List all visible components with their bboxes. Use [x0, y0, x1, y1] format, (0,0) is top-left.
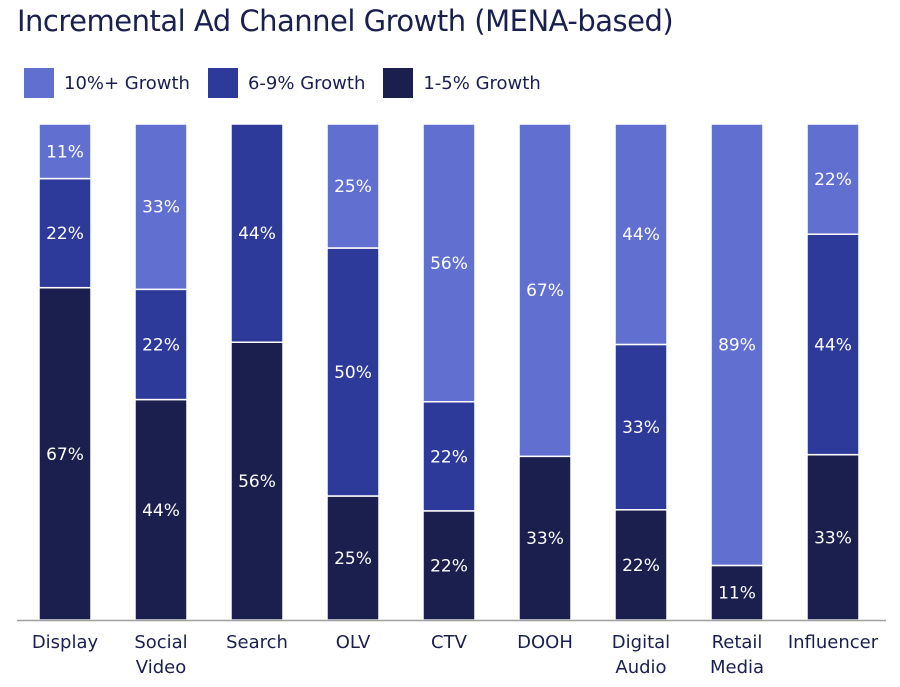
bar-segment [326, 247, 380, 497]
data-label: 33% [622, 418, 660, 438]
chart-title: Incremental Ad Channel Growth (MENA-base… [17, 4, 674, 38]
legend-item-10plus: 10%+ Growth [24, 68, 190, 98]
bar-segment [134, 123, 188, 291]
x-tick-label: Retail [712, 632, 763, 653]
bar-segment [806, 123, 860, 235]
bar-segment [326, 123, 380, 249]
x-tick-label: Media [710, 657, 764, 678]
bar-segment [614, 509, 668, 621]
data-label: 33% [814, 528, 852, 548]
bar-segment [614, 343, 668, 511]
legend-label: 6-9% Growth [247, 72, 366, 94]
data-label: 22% [814, 170, 852, 190]
legend-swatch-10plus [24, 68, 54, 98]
bar-segment [806, 233, 860, 456]
data-label: 89% [718, 336, 756, 356]
bar-segment [38, 177, 92, 289]
bar-segment [134, 398, 188, 621]
bar-segment [134, 288, 188, 401]
data-label: 44% [622, 225, 660, 245]
legend: 10%+ Growth 6-9% Growth 1-5% Growth [24, 68, 559, 98]
bar-segment [710, 123, 764, 567]
data-label: 56% [430, 254, 468, 274]
x-tick-label: Search [226, 632, 288, 653]
bar-segment [806, 453, 860, 621]
x-tick-label: Digital [612, 632, 670, 653]
data-label: 11% [718, 584, 756, 604]
data-label: 44% [238, 224, 276, 244]
data-label: 22% [430, 556, 468, 576]
x-tick-label: Video [136, 657, 186, 678]
data-label: 22% [430, 447, 468, 467]
data-label: 67% [526, 281, 564, 301]
legend-item-6-9: 6-9% Growth [207, 68, 366, 98]
data-label: 22% [46, 224, 84, 244]
legend-swatch-6-9 [207, 68, 238, 98]
data-label: 22% [142, 335, 180, 355]
x-tick-label: CTV [431, 632, 468, 653]
bar-segment [230, 123, 284, 343]
bar-segment [422, 401, 476, 512]
bar-segment [38, 123, 92, 180]
bar-segment [518, 455, 572, 621]
data-label: 11% [46, 142, 84, 162]
legend-label: 10%+ Growth [64, 72, 190, 94]
bar-segment [422, 510, 476, 621]
data-label: 33% [526, 529, 564, 549]
bar-segment [518, 123, 572, 458]
legend-label: 1-5% Growth [423, 72, 541, 94]
x-tick-label: Audio [615, 657, 666, 678]
legend-item-1-5: 1-5% Growth [383, 68, 541, 98]
bar-segment [326, 495, 380, 621]
x-tick-label: OLV [336, 632, 371, 653]
data-label: 44% [142, 501, 180, 521]
x-tick-label: Social [134, 632, 187, 653]
bar-segment [422, 123, 476, 403]
x-tick-label: Display [32, 632, 99, 653]
data-label: 22% [622, 556, 660, 576]
bar-segment [38, 286, 92, 621]
legend-swatch-1-5 [383, 68, 414, 98]
data-label: 25% [334, 549, 372, 569]
data-label: 25% [334, 177, 372, 197]
data-label: 44% [814, 335, 852, 355]
data-label: 50% [334, 363, 372, 383]
data-label: 67% [46, 445, 84, 465]
data-label: 33% [142, 198, 180, 218]
x-tick-label: DOOH [517, 632, 573, 653]
data-label: 56% [238, 472, 276, 492]
x-tick-label: Influencer [788, 632, 879, 653]
bar-segment [614, 123, 668, 346]
